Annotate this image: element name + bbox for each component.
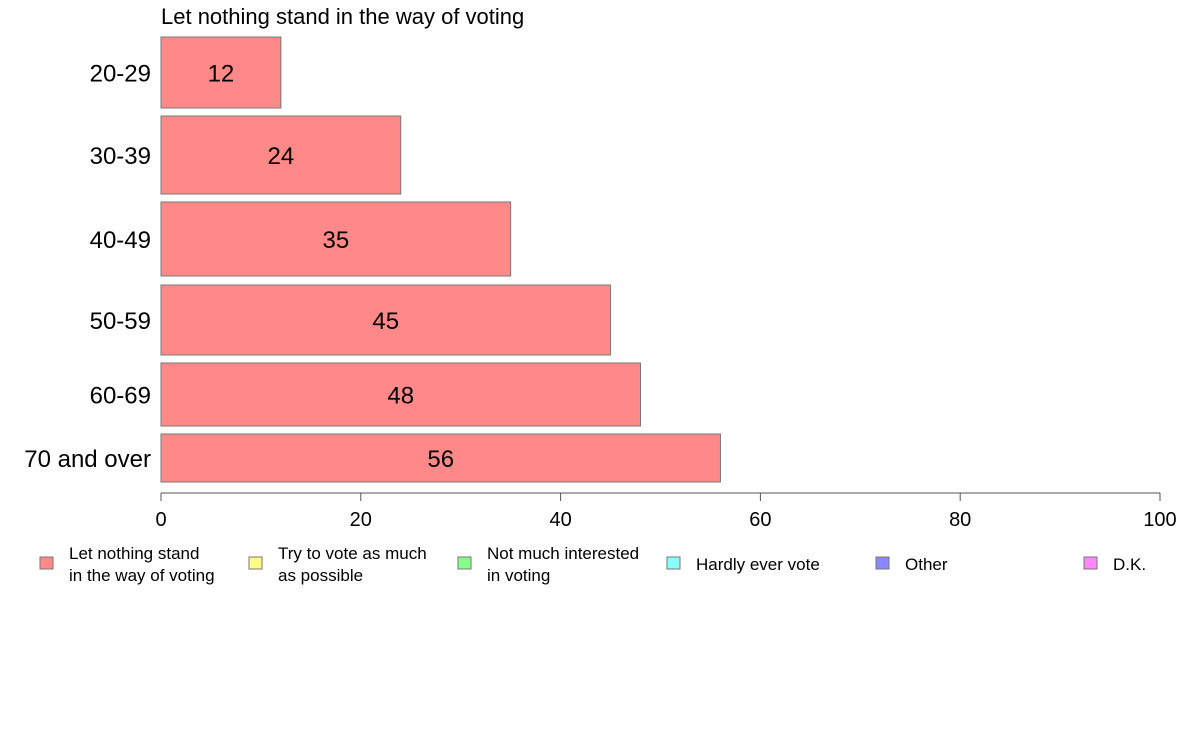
legend-label: Hardly ever vote (696, 555, 820, 574)
bar (160, 362, 642, 427)
category-label: 60-69 (90, 383, 151, 410)
bar (160, 36, 282, 109)
legend-swatch (457, 556, 472, 570)
category-label: 20-29 (90, 61, 151, 88)
bar-value-label: 56 (427, 446, 454, 473)
bar-value-label: 24 (268, 143, 295, 170)
legend-swatch (248, 556, 263, 570)
legend-item: Hardly ever vote (666, 555, 820, 574)
x-tick-label: 20 (350, 509, 372, 531)
legend-item: Try to vote as much as possible (248, 544, 427, 585)
legend-item: Let nothing stand in the way of voting (39, 544, 215, 585)
legend-swatch (1083, 556, 1098, 570)
legend: Let nothing stand in the way of voting Try… (39, 544, 1146, 585)
legend-label: Not much interested (487, 544, 639, 563)
legend-item: Not much interested in voting (457, 544, 639, 585)
legend-item: D.K. (1083, 555, 1146, 574)
x-tick-label: 80 (949, 509, 971, 531)
bars-layer: 12 20-29 24 30-39 35 40-49 45 50-59 48 60-69 56 70 … (24, 36, 721, 483)
legend-label: Let nothing stand (69, 544, 199, 563)
category-label: 40-49 (90, 227, 151, 254)
legend-swatch (39, 556, 54, 570)
bar-value-label: 35 (322, 227, 349, 254)
bar (160, 115, 402, 195)
x-axis: 0 20 40 60 80 100 (155, 492, 1177, 531)
category-label: 30-39 (90, 143, 151, 170)
chart-title: Let nothing stand in the way of voting (161, 4, 524, 29)
legend-label: as possible (278, 566, 363, 585)
legend-item: Other (875, 555, 948, 574)
legend-label: D.K. (1113, 555, 1146, 574)
x-tick-label: 60 (749, 509, 771, 531)
legend-label: in voting (487, 566, 550, 585)
bar (160, 433, 721, 483)
x-tick-label: 40 (549, 509, 571, 531)
legend-label: in the way of voting (69, 566, 215, 585)
x-tick-label: 0 (155, 509, 166, 531)
legend-label: Try to vote as much (278, 544, 427, 563)
legend-swatch (875, 556, 890, 570)
category-label: 50-59 (90, 308, 151, 335)
bar-value-label: 12 (208, 61, 235, 88)
bar-value-label: 45 (372, 308, 399, 335)
x-tick-label: 100 (1143, 509, 1176, 531)
legend-swatch (666, 556, 681, 570)
bar-value-label: 48 (387, 383, 414, 410)
bar (160, 201, 512, 277)
legend-label: Other (905, 555, 948, 574)
category-label: 70 and over (24, 446, 151, 473)
bar (160, 284, 612, 356)
